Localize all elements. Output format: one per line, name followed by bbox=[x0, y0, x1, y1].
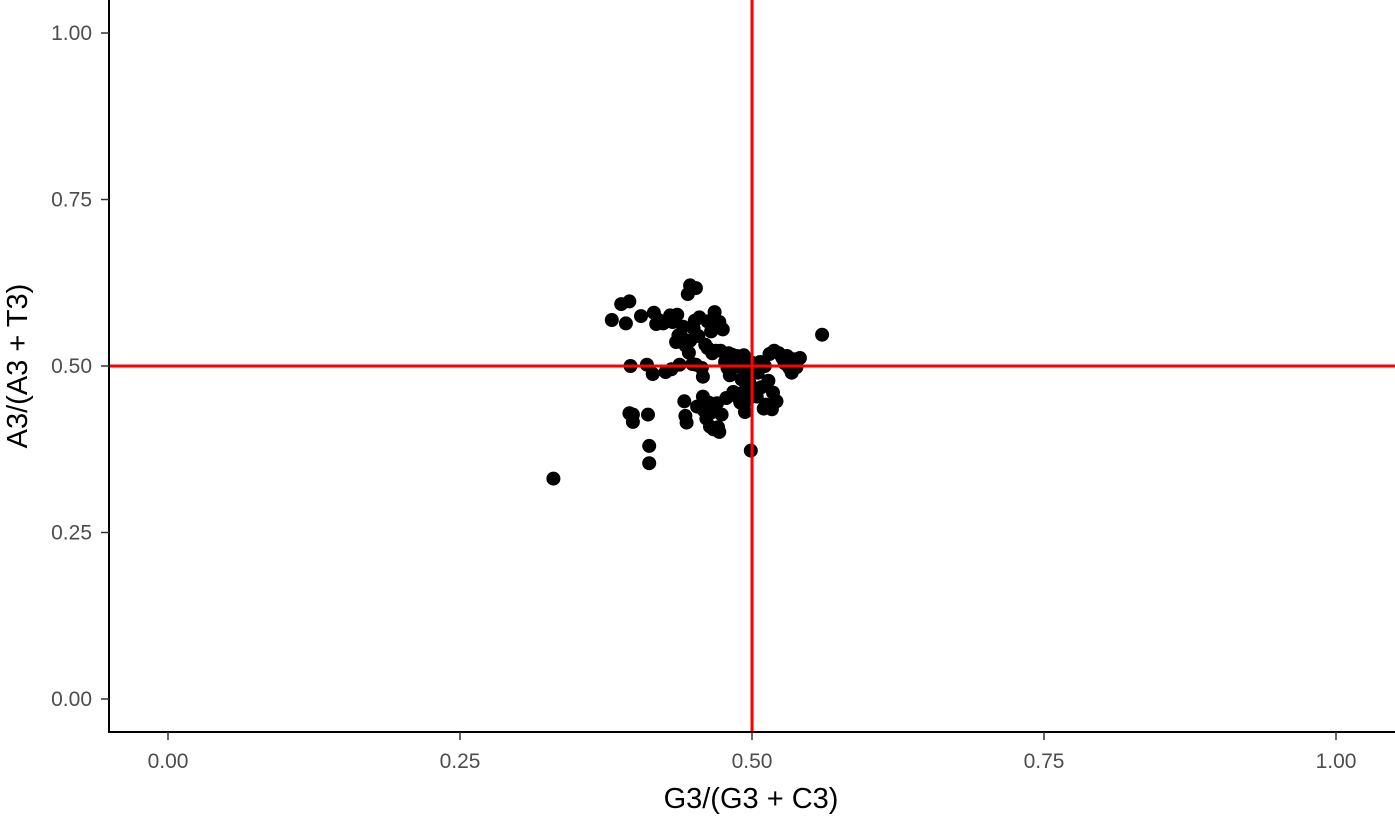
data-point-15 bbox=[645, 367, 660, 381]
y-tick-label: 1.00 bbox=[51, 22, 92, 45]
data-point-105 bbox=[769, 394, 784, 409]
data-point-114 bbox=[792, 351, 807, 365]
data-point-9 bbox=[625, 407, 640, 422]
data-point-1 bbox=[546, 471, 561, 486]
x-axis-title: G3/(G3 + C3) bbox=[664, 783, 839, 815]
data-point-100 bbox=[761, 373, 776, 388]
data-point-10 bbox=[634, 309, 648, 324]
y-tick-label: 0.50 bbox=[51, 355, 92, 378]
data-point-25 bbox=[670, 307, 685, 322]
y-axis-ticks: 0.00 0.25 0.50 0.75 1.00 bbox=[51, 22, 109, 711]
y-axis-title: A3/(A3 + T3) bbox=[2, 284, 34, 449]
x-tick-label: 0.50 bbox=[732, 750, 773, 773]
data-point-13 bbox=[642, 438, 657, 453]
data-point-65 bbox=[712, 424, 727, 439]
data-point-14 bbox=[642, 456, 657, 471]
data-point-115 bbox=[815, 327, 830, 342]
data-point-68 bbox=[715, 322, 730, 337]
data-point-29 bbox=[676, 319, 691, 334]
data-point-84 bbox=[738, 405, 752, 419]
data-point-4 bbox=[618, 316, 633, 331]
x-tick-label: 0.75 bbox=[1024, 750, 1065, 773]
points-layer bbox=[546, 278, 830, 486]
data-point-30 bbox=[677, 394, 692, 409]
data-point-35 bbox=[681, 345, 696, 360]
y-tick-label: 0.00 bbox=[51, 688, 92, 711]
data-point-67 bbox=[714, 407, 729, 422]
data-point-12 bbox=[641, 407, 655, 422]
x-tick-label: 0.25 bbox=[440, 750, 481, 773]
y-tick-label: 0.75 bbox=[51, 189, 92, 212]
y-tick-label: 0.25 bbox=[51, 522, 92, 545]
data-point-41 bbox=[688, 281, 703, 296]
data-point-47 bbox=[695, 369, 710, 384]
x-tick-label: 0.00 bbox=[148, 750, 189, 773]
data-point-5 bbox=[622, 294, 637, 309]
data-point-2 bbox=[604, 313, 619, 327]
data-point-33 bbox=[679, 415, 694, 430]
x-tick-label: 1.00 bbox=[1316, 750, 1357, 773]
data-point-56 bbox=[704, 324, 719, 339]
reference-lines bbox=[109, 0, 1395, 732]
x-axis-ticks: 0.00 0.25 0.50 0.75 1.00 bbox=[148, 732, 1357, 773]
